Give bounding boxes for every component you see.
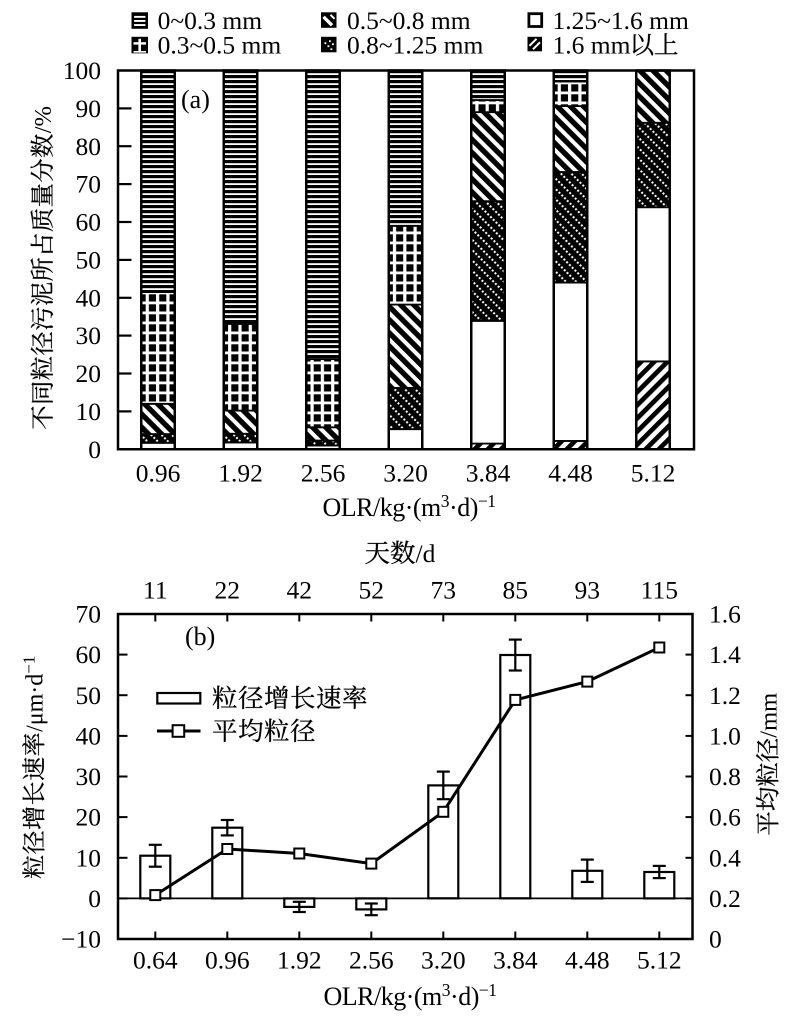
svg-text:0.96: 0.96 xyxy=(205,946,250,975)
svg-text:(b): (b) xyxy=(185,622,215,651)
svg-text:20: 20 xyxy=(76,359,102,388)
svg-text:93: 93 xyxy=(575,576,601,605)
svg-text:OLR/kg·(m3·d)−1: OLR/kg·(m3·d)−1 xyxy=(324,980,497,1011)
svg-text:1.6: 1.6 xyxy=(709,600,741,629)
svg-text:1.92: 1.92 xyxy=(277,946,322,975)
svg-text:1.4: 1.4 xyxy=(709,640,741,669)
svg-text:1.6 mm: 1.6 mm xyxy=(553,31,631,60)
svg-text:30: 30 xyxy=(76,762,102,791)
svg-text:1.92: 1.92 xyxy=(218,459,263,488)
svg-text:0.8~1.25 mm: 0.8~1.25 mm xyxy=(347,31,484,60)
svg-text:5.12: 5.12 xyxy=(631,459,676,488)
svg-text:0.64: 0.64 xyxy=(133,946,178,975)
svg-text:(a): (a) xyxy=(181,85,210,114)
svg-text:40: 40 xyxy=(76,283,102,312)
svg-text:40: 40 xyxy=(76,722,102,751)
svg-text:60: 60 xyxy=(76,640,102,669)
svg-text:52: 52 xyxy=(359,576,385,605)
svg-text:0~0.3 mm: 0~0.3 mm xyxy=(158,6,263,35)
svg-text:1.0: 1.0 xyxy=(709,722,741,751)
svg-text:0.5~0.8 mm: 0.5~0.8 mm xyxy=(347,6,471,35)
svg-text:/%: /% xyxy=(30,106,57,133)
svg-text:0.4: 0.4 xyxy=(709,843,741,872)
svg-text:42: 42 xyxy=(287,576,313,605)
svg-text:70: 70 xyxy=(76,170,102,199)
svg-text:0.6: 0.6 xyxy=(709,803,741,832)
svg-text:2.56: 2.56 xyxy=(301,459,346,488)
svg-text:4.48: 4.48 xyxy=(548,459,593,488)
svg-text:70: 70 xyxy=(76,600,102,629)
svg-text:60: 60 xyxy=(76,208,102,237)
svg-text:22: 22 xyxy=(215,576,241,605)
svg-text:/mm: /mm xyxy=(756,693,783,738)
svg-text:80: 80 xyxy=(76,132,102,161)
svg-text:85: 85 xyxy=(503,576,529,605)
svg-text:30: 30 xyxy=(76,321,102,350)
svg-text:115: 115 xyxy=(641,576,678,605)
svg-text:3.84: 3.84 xyxy=(493,946,538,975)
svg-text:20: 20 xyxy=(76,803,102,832)
svg-text:5.12: 5.12 xyxy=(637,946,682,975)
svg-text:−10: −10 xyxy=(61,925,101,954)
svg-text:0.2: 0.2 xyxy=(709,884,741,913)
svg-text:0.3~0.5 mm: 0.3~0.5 mm xyxy=(158,31,282,60)
svg-text:73: 73 xyxy=(431,576,457,605)
svg-text:10: 10 xyxy=(76,843,102,872)
svg-text:0.96: 0.96 xyxy=(136,459,181,488)
svg-text:2.56: 2.56 xyxy=(349,946,394,975)
svg-text:11: 11 xyxy=(143,576,168,605)
svg-text:1.25~1.6 mm: 1.25~1.6 mm xyxy=(553,6,690,35)
svg-text:100: 100 xyxy=(63,56,101,85)
svg-text:50: 50 xyxy=(76,681,102,710)
svg-text:3.20: 3.20 xyxy=(383,459,428,488)
svg-text:OLR/kg·(m3·d)−1: OLR/kg·(m3·d)−1 xyxy=(323,491,496,522)
svg-text:/d: /d xyxy=(416,539,436,568)
svg-text:90: 90 xyxy=(76,94,102,123)
svg-text:0: 0 xyxy=(709,925,722,954)
svg-text:0.8: 0.8 xyxy=(709,762,741,791)
svg-text:0: 0 xyxy=(88,435,101,464)
svg-text:50: 50 xyxy=(76,246,102,275)
svg-text:1.2: 1.2 xyxy=(709,681,741,710)
svg-text:4.48: 4.48 xyxy=(565,946,610,975)
svg-text:0: 0 xyxy=(88,884,101,913)
svg-text:3.84: 3.84 xyxy=(466,459,511,488)
svg-text:10: 10 xyxy=(76,397,102,426)
svg-text:3.20: 3.20 xyxy=(421,946,466,975)
